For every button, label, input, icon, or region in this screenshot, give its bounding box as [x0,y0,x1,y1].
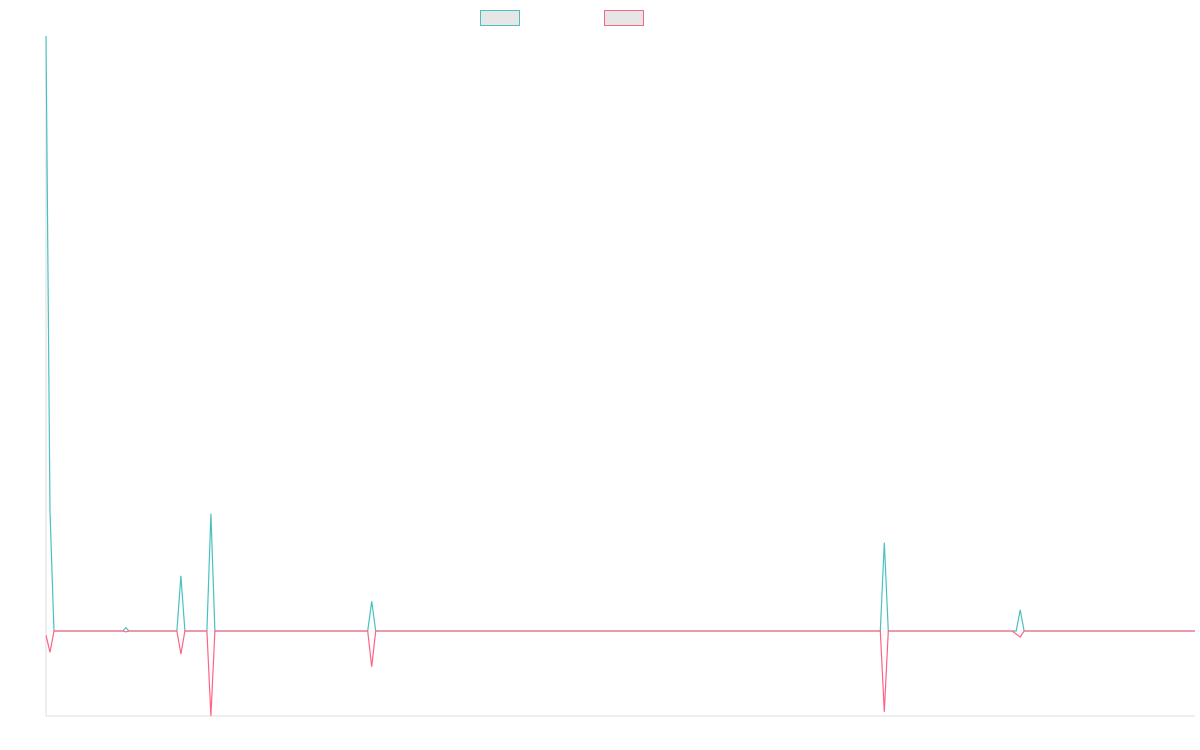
series-line-2[interactable] [45,630,1195,717]
series-line-1[interactable] [45,35,1195,632]
legend-swatch-series-2[interactable] [604,10,644,26]
legend-swatch-series-1[interactable] [480,10,520,26]
